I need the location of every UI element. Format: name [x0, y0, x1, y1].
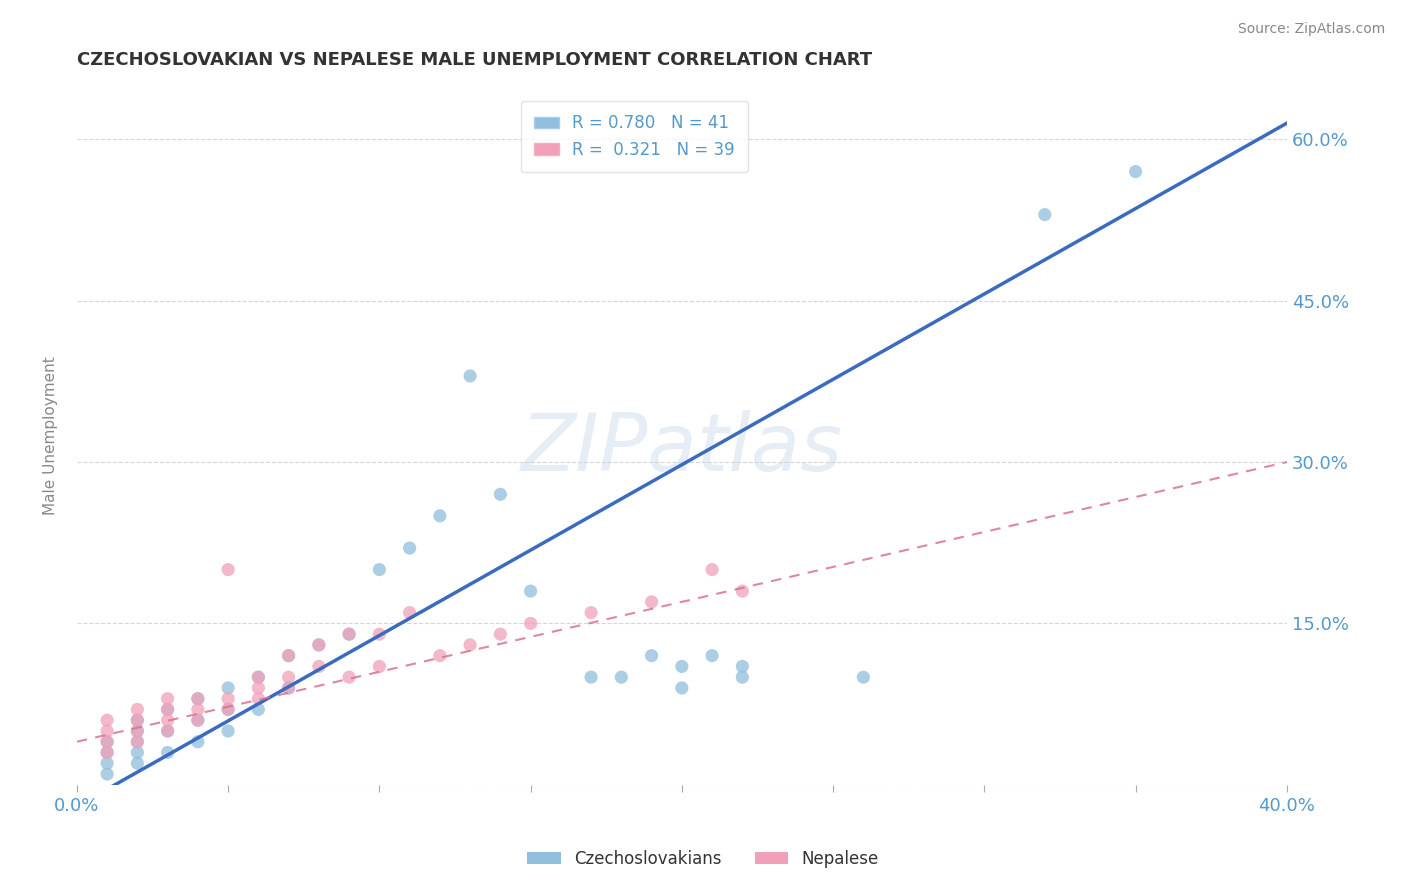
Point	[731, 584, 754, 599]
Point	[489, 487, 512, 501]
Point	[519, 584, 541, 599]
Point	[217, 563, 239, 577]
Point	[156, 702, 179, 716]
Point	[1125, 164, 1147, 178]
Point	[277, 670, 299, 684]
Point	[156, 713, 179, 727]
Point	[429, 508, 451, 523]
Point	[671, 659, 693, 673]
Point	[640, 595, 662, 609]
Point	[156, 746, 179, 760]
Point	[127, 735, 149, 749]
Point	[156, 702, 179, 716]
Legend: R = 0.780   N = 41, R =  0.321   N = 39: R = 0.780 N = 41, R = 0.321 N = 39	[520, 101, 748, 172]
Point	[610, 670, 633, 684]
Point	[308, 638, 330, 652]
Point	[277, 648, 299, 663]
Point	[156, 691, 179, 706]
Point	[308, 638, 330, 652]
Point	[127, 713, 149, 727]
Point	[579, 670, 602, 684]
Point	[96, 713, 118, 727]
Point	[187, 713, 209, 727]
Point	[127, 735, 149, 749]
Text: Source: ZipAtlas.com: Source: ZipAtlas.com	[1237, 22, 1385, 37]
Point	[187, 735, 209, 749]
Point	[368, 659, 391, 673]
Point	[700, 563, 723, 577]
Point	[96, 756, 118, 771]
Point	[127, 723, 149, 738]
Point	[127, 713, 149, 727]
Point	[368, 627, 391, 641]
Point	[217, 691, 239, 706]
Legend: Czechoslovakians, Nepalese: Czechoslovakians, Nepalese	[520, 844, 886, 875]
Point	[337, 670, 360, 684]
Text: CZECHOSLOVAKIAN VS NEPALESE MALE UNEMPLOYMENT CORRELATION CHART: CZECHOSLOVAKIAN VS NEPALESE MALE UNEMPLO…	[77, 51, 872, 69]
Point	[247, 681, 270, 695]
Point	[187, 713, 209, 727]
Point	[277, 648, 299, 663]
Point	[671, 681, 693, 695]
Point	[398, 606, 420, 620]
Point	[96, 746, 118, 760]
Point	[96, 735, 118, 749]
Point	[247, 691, 270, 706]
Point	[640, 648, 662, 663]
Point	[337, 627, 360, 641]
Point	[458, 638, 481, 652]
Point	[247, 670, 270, 684]
Point	[368, 563, 391, 577]
Point	[156, 723, 179, 738]
Point	[96, 746, 118, 760]
Point	[127, 702, 149, 716]
Point	[277, 681, 299, 695]
Point	[187, 691, 209, 706]
Point	[247, 670, 270, 684]
Point	[96, 767, 118, 781]
Point	[217, 681, 239, 695]
Point	[277, 681, 299, 695]
Point	[308, 659, 330, 673]
Y-axis label: Male Unemployment: Male Unemployment	[44, 356, 58, 515]
Point	[156, 723, 179, 738]
Point	[852, 670, 875, 684]
Point	[96, 735, 118, 749]
Point	[519, 616, 541, 631]
Point	[187, 702, 209, 716]
Point	[127, 756, 149, 771]
Point	[731, 670, 754, 684]
Point	[127, 746, 149, 760]
Point	[700, 648, 723, 663]
Point	[398, 541, 420, 555]
Point	[96, 723, 118, 738]
Point	[247, 702, 270, 716]
Point	[429, 648, 451, 663]
Point	[217, 723, 239, 738]
Point	[458, 368, 481, 383]
Point	[489, 627, 512, 641]
Point	[337, 627, 360, 641]
Point	[1033, 208, 1056, 222]
Point	[217, 702, 239, 716]
Point	[187, 691, 209, 706]
Point	[579, 606, 602, 620]
Point	[217, 702, 239, 716]
Point	[731, 659, 754, 673]
Point	[127, 723, 149, 738]
Text: ZIPatlas: ZIPatlas	[520, 410, 844, 488]
